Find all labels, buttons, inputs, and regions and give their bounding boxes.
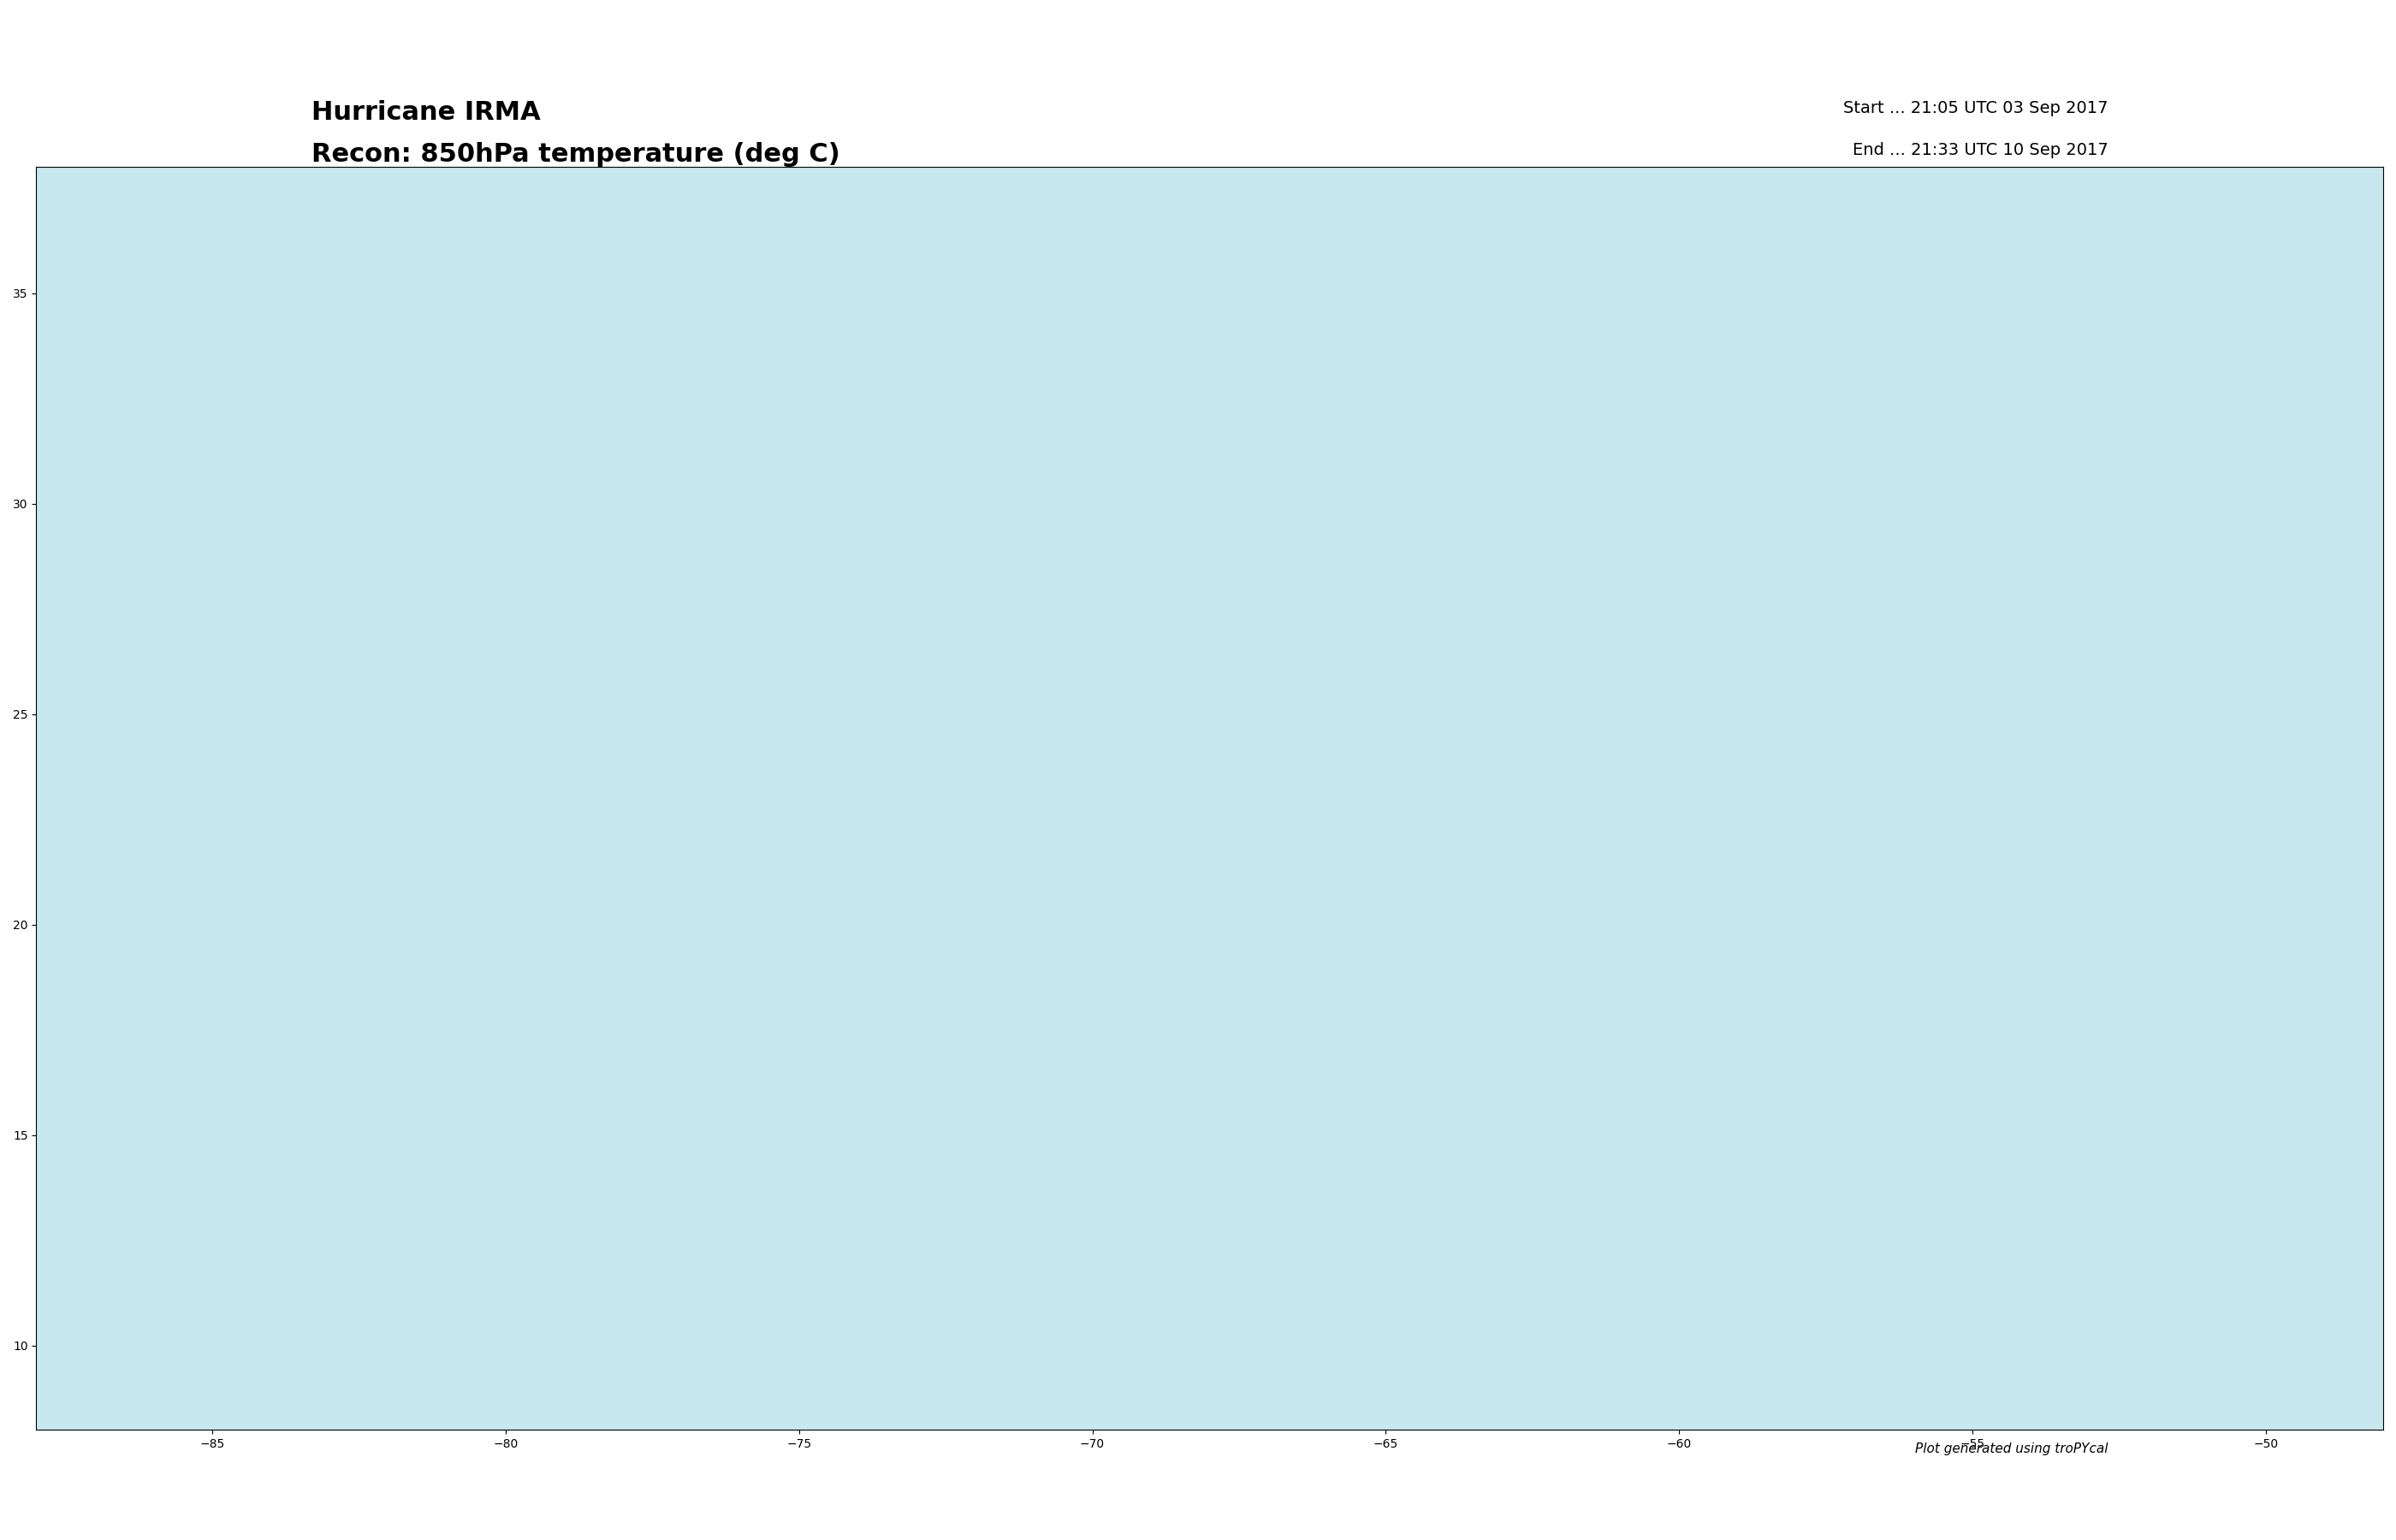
Text: Recon: 850hPa temperature (deg C): Recon: 850hPa temperature (deg C) [311,142,841,166]
Text: Hurricane IRMA: Hurricane IRMA [311,100,541,125]
Text: Start ... 21:05 UTC 03 Sep 2017: Start ... 21:05 UTC 03 Sep 2017 [1843,100,2108,117]
Text: Plot generated using troPYcal: Plot generated using troPYcal [1914,1443,2108,1455]
Text: End ... 21:33 UTC 10 Sep 2017: End ... 21:33 UTC 10 Sep 2017 [1852,142,2108,159]
